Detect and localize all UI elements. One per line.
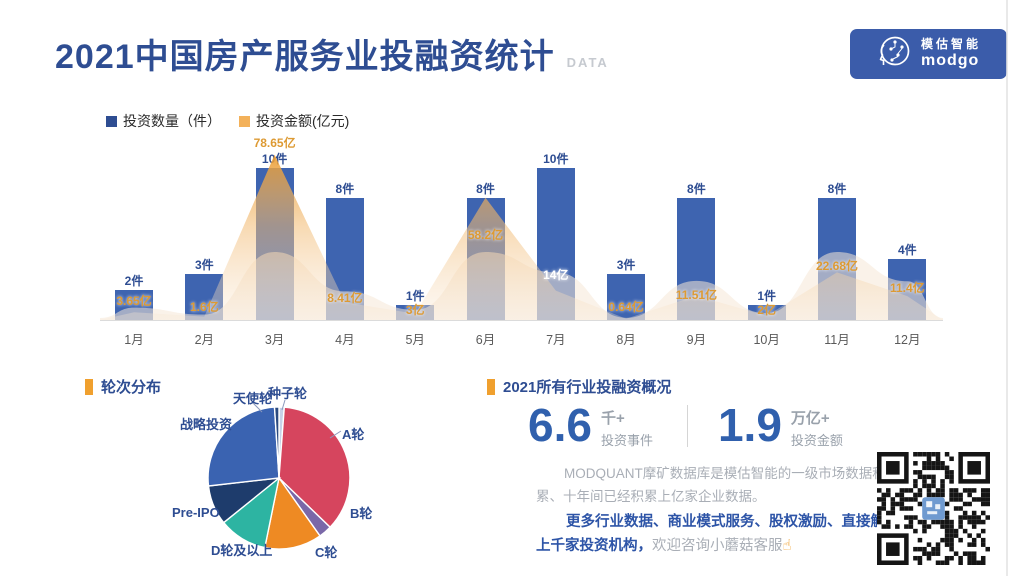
pie-label-A轮: A轮: [342, 427, 365, 442]
header: 2021中国房产服务业投融资统计 DATA: [55, 38, 609, 77]
section-bullet-icon: [487, 378, 495, 395]
page-title-suffix: DATA: [566, 55, 609, 71]
legend-label: 投资金额(亿元): [256, 113, 350, 129]
bar-count-label: 8件: [687, 182, 706, 197]
legend-item-1: 投资金额(亿元): [239, 111, 349, 131]
section-bullet-icon: [85, 378, 93, 395]
pie-label-B轮: B轮: [350, 506, 373, 521]
pie-label-天使轮: 天使轮: [233, 391, 273, 406]
overview-stats: 6.6 千+ 投资事件 1.9 万亿+ 投资金额: [528, 402, 843, 449]
bar-amount-label: 3.65亿: [116, 294, 152, 308]
bar-7月: [536, 168, 575, 320]
bar-amount-label: 11.4亿: [889, 281, 925, 295]
pie-slice-战略投资: [207, 406, 280, 487]
bar-amount-label: 78.65亿: [253, 136, 296, 150]
qr-code-pattern: [877, 452, 990, 565]
brand-name-en: modgo: [920, 51, 980, 69]
pie-leader-line: [251, 401, 263, 413]
stat-amount-value: 1.9: [717, 399, 782, 451]
rounds-pie-chart: [207, 399, 351, 550]
pie-slice-C轮: [263, 476, 321, 550]
pie-label-C轮: C轮: [315, 545, 338, 560]
bar-count-label: 4件: [897, 243, 917, 258]
legend-swatch-icon: [239, 115, 250, 127]
stat-divider: [686, 405, 688, 447]
stat-amount-label: 投资金额: [790, 433, 843, 448]
page-title: 2021中国房产服务业投融资统计: [55, 38, 555, 76]
pie-leader-line: [329, 430, 342, 439]
bar-amount-label: 58.2亿: [467, 228, 504, 242]
pie-label-Pre-IPO: Pre-IPO: [172, 505, 220, 520]
pie-slice-天使轮: [273, 406, 280, 479]
bar-amount-label: 0.64亿: [608, 300, 644, 314]
bar-count-label: 3件: [616, 258, 636, 273]
pie-leader-line: [281, 399, 286, 411]
rounds-heading-label: 轮次分布: [101, 379, 162, 396]
pie-label-D轮及以上: D轮及以上: [211, 543, 273, 558]
qr-code: [877, 452, 990, 565]
stat-events-units: 千+ 投资事件: [601, 407, 653, 449]
x-axis-label: 9月: [686, 333, 707, 347]
x-axis-label: 7月: [546, 333, 566, 347]
pie-label-种子轮: 种子轮: [268, 386, 308, 401]
rounds-section-heading: 轮次分布: [85, 376, 161, 397]
description-line-1: MODQUANT摩矿数据库是模估智能的一级市场数据积: [564, 466, 886, 481]
x-axis-label: 11月: [824, 333, 850, 347]
bar-amount-label: 22.68亿: [815, 259, 859, 273]
legend-item-0: 投资数量（件）: [106, 111, 221, 131]
x-axis-label: 8月: [616, 333, 636, 347]
bar-count-label: 10件: [261, 152, 288, 166]
x-axis-line: [100, 320, 943, 321]
database-description: MODQUANT摩矿数据库是模估智能的一级市场数据积 累、十年间已经积累上亿家企…: [536, 462, 956, 508]
pie-label-战略投资: 战略投资: [180, 417, 233, 432]
stat-amount-units: 万亿+ 投资金额: [791, 407, 843, 449]
promo-line-2-gray: 欢迎咨询小蘑菇客服: [652, 538, 783, 555]
bar-count-label: 3件: [194, 258, 214, 273]
brand-name-cn: 模估智能: [920, 36, 981, 51]
bar-count-label: 8件: [827, 182, 847, 197]
ai-head-icon: [876, 32, 912, 77]
x-axis-label: 6月: [475, 333, 496, 347]
x-axis-label: 10月: [753, 333, 780, 347]
description-line-2: 累、十年间已经积累上亿家企业数据。: [536, 489, 766, 505]
bar-amount-label: 8.41亿: [327, 291, 363, 305]
bar-3月: [255, 168, 294, 320]
stat-events-value: 6.6: [528, 399, 592, 451]
x-axis-label: 4月: [335, 333, 355, 347]
x-axis-label: 12月: [894, 333, 921, 347]
x-axis-label: 2月: [194, 333, 215, 347]
stat-events-label: 投资事件: [600, 433, 653, 448]
slide-right-edge: [1006, 0, 1008, 576]
x-axis-label: 1月: [124, 333, 144, 347]
brand-logo: 模估智能 modgo: [850, 29, 1007, 79]
bar-count-label: 2件: [124, 273, 144, 288]
legend-swatch-icon: [106, 115, 117, 127]
x-axis-label: 5月: [405, 333, 425, 347]
monthly-bar-chart: 2件 3.65亿 1月 3件 1.6亿 2月 10件 78.65亿 3月 8件 8.41亿 4月 1件 3…: [100, 136, 943, 347]
bar-amount-label: 3亿: [405, 303, 425, 317]
bar-amount-label: 11.51亿: [675, 288, 718, 302]
brand-text: 模估智能 modgo: [920, 36, 981, 70]
bar-amount-label: 14亿: [543, 268, 569, 282]
bar-count-label: 8件: [476, 182, 495, 197]
x-axis-label: 3月: [264, 333, 285, 347]
promo-line-1: 更多行业数据、商业模式服务、股权激励、直接触达: [566, 514, 900, 530]
bar-amount-label: 1.6亿: [189, 300, 219, 314]
stat-events-unit: 千+: [600, 410, 625, 427]
overview-heading-label: 2021所有行业投融资概况: [503, 379, 672, 396]
bar-count-label: 10件: [543, 152, 569, 166]
stat-amount-unit: 万亿+: [790, 410, 830, 427]
chart-legend: 投资数量（件） 投资金额(亿元): [106, 111, 349, 131]
bar-6月: [466, 198, 505, 320]
promo-line-2-strong: 上千家投资机构，: [536, 538, 652, 555]
promo-line-2: 上千家投资机构，欢迎咨询小蘑菇客服☝: [536, 534, 928, 558]
legend-label: 投资数量（件）: [123, 113, 221, 129]
pointing-finger-icon: ☝: [782, 537, 792, 555]
promo-text: 更多行业数据、商业模式服务、股权激励、直接触达 上千家投资机构，欢迎咨询小蘑菇客…: [508, 511, 928, 559]
overview-section-heading: 2021所有行业投融资概况: [487, 376, 671, 397]
bar-amount-label: 2亿: [757, 303, 777, 317]
bar-count-label: 8件: [335, 182, 355, 197]
